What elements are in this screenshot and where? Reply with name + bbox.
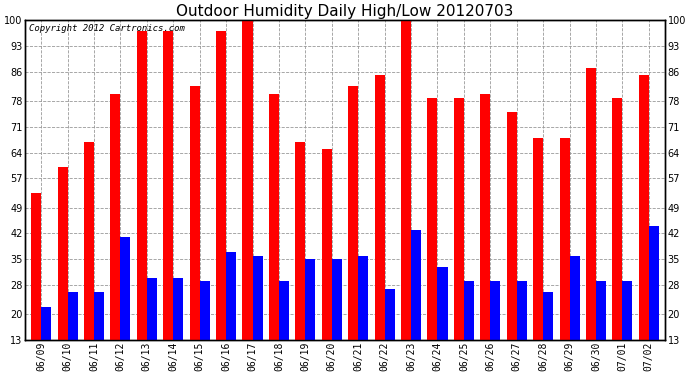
Bar <box>437 267 448 340</box>
Bar <box>110 94 121 340</box>
Bar <box>464 281 474 340</box>
Bar <box>41 307 51 340</box>
Bar <box>358 255 368 340</box>
Bar <box>454 98 464 340</box>
Bar <box>216 32 226 340</box>
Bar <box>639 75 649 340</box>
Bar <box>506 112 517 340</box>
Bar <box>226 252 236 340</box>
Bar <box>279 281 289 340</box>
Bar <box>322 149 332 340</box>
Bar <box>480 94 491 340</box>
Bar <box>348 87 358 340</box>
Bar <box>560 138 569 340</box>
Bar <box>596 281 606 340</box>
Bar <box>121 237 130 340</box>
Bar <box>649 226 659 340</box>
Bar <box>84 142 94 340</box>
Bar <box>173 278 184 340</box>
Bar <box>612 98 622 340</box>
Title: Outdoor Humidity Daily High/Low 20120703: Outdoor Humidity Daily High/Low 20120703 <box>177 4 513 19</box>
Bar <box>543 292 553 340</box>
Bar <box>57 167 68 340</box>
Bar <box>332 259 342 340</box>
Bar <box>569 255 580 340</box>
Text: Copyright 2012 Cartronics.com: Copyright 2012 Cartronics.com <box>28 24 184 33</box>
Bar <box>147 278 157 340</box>
Bar <box>384 289 395 340</box>
Bar <box>31 193 41 340</box>
Bar <box>295 142 306 340</box>
Bar <box>427 98 437 340</box>
Bar <box>586 68 596 340</box>
Bar <box>269 94 279 340</box>
Bar <box>375 75 384 340</box>
Bar <box>411 230 421 340</box>
Bar <box>491 281 500 340</box>
Bar <box>401 20 411 340</box>
Bar <box>242 20 253 340</box>
Bar <box>517 281 526 340</box>
Bar <box>533 138 543 340</box>
Bar <box>137 32 147 340</box>
Bar <box>306 259 315 340</box>
Bar <box>68 292 78 340</box>
Bar <box>164 32 173 340</box>
Bar <box>190 87 199 340</box>
Bar <box>94 292 104 340</box>
Bar <box>199 281 210 340</box>
Bar <box>622 281 633 340</box>
Bar <box>253 255 263 340</box>
